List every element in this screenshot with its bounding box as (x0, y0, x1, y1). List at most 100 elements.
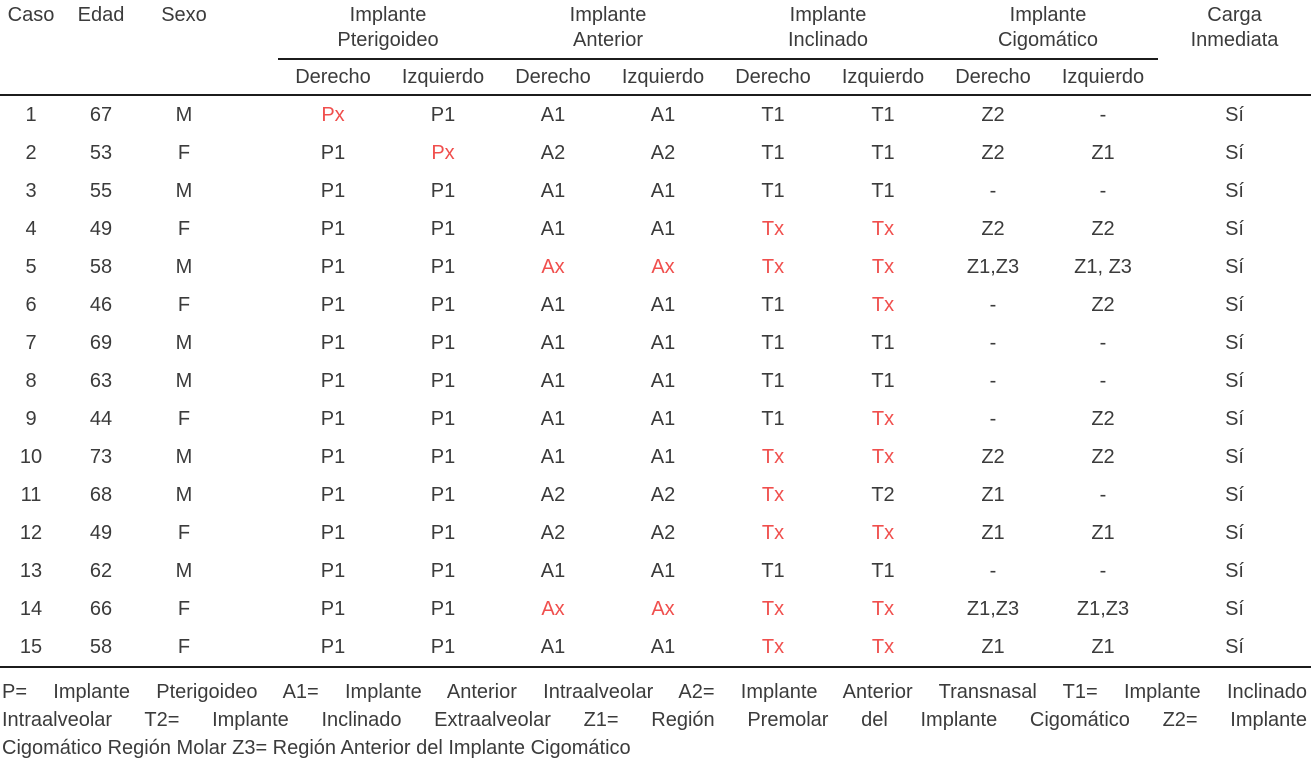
cell-pterigoideo-izquierdo: P1 (430, 407, 456, 430)
cell-sexo: F (177, 141, 191, 164)
cell-inclinado-derecho: T1 (761, 559, 785, 582)
cell-anterior-derecho: A1 (540, 217, 566, 240)
cell-inclinado-izquierdo: T2 (871, 483, 895, 506)
cell-pterigoideo-izquierdo: P1 (430, 331, 456, 354)
cell-inclinado-izquierdo: T1 (871, 331, 895, 354)
subheader-anterior-derecho: Derecho (498, 59, 608, 96)
cell-anterior-izquierdo: Ax (651, 255, 675, 278)
cell-carga-inmediata: Sí (1225, 407, 1244, 430)
cell-sexo: M (175, 255, 193, 278)
cell-carga-inmediata: Sí (1225, 331, 1244, 354)
cell-carga-inmediata: Sí (1225, 255, 1244, 278)
column-header-sexo: Sexo (140, 0, 278, 96)
cell-caso: 12 (19, 521, 43, 544)
cell-pterigoideo-derecho: P1 (320, 293, 346, 316)
cell-inclinado-derecho: Tx (718, 628, 828, 668)
cell-inclinado-izquierdo: Tx (871, 293, 895, 316)
cell-anterior-izquierdo: A1 (650, 331, 676, 354)
cell-cigomatico-izquierdo: Z1,Z3 (1076, 597, 1130, 620)
cell-cigomatico-derecho: Z2 (981, 103, 1005, 126)
cell-cigomatico-derecho: Z1 (938, 628, 1048, 668)
subheader-inclinado-izquierdo: Izquierdo (828, 59, 938, 96)
cell-edad: 62 (89, 559, 113, 582)
cell-pterigoideo-derecho: P1 (278, 628, 388, 668)
table-row: 14 66 F P1 P1 Ax Ax Tx Tx Z1,Z3 Z1,Z3 Sí (0, 590, 1311, 628)
cell-pterigoideo-izquierdo: P1 (430, 445, 456, 468)
cell-cigomatico-derecho: - (989, 179, 997, 202)
cell-anterior-derecho: A1 (540, 369, 566, 392)
column-header-carga-inmediata: Carga Inmediata (1158, 0, 1311, 96)
cell-anterior-derecho: A1 (540, 445, 566, 468)
cell-pterigoideo-derecho: Px (321, 103, 345, 126)
cell-anterior-izquierdo: A1 (608, 628, 718, 668)
cell-anterior-derecho: A2 (540, 141, 566, 164)
cell-inclinado-derecho: T1 (761, 141, 785, 164)
cell-pterigoideo-derecho: P1 (320, 141, 346, 164)
cell-edad: 68 (89, 483, 113, 506)
cell-edad: 73 (89, 445, 113, 468)
cell-caso: 15 (0, 628, 62, 668)
cell-cigomatico-derecho: Z1 (981, 521, 1005, 544)
cell-carga-inmediata: Sí (1225, 559, 1244, 582)
cell-inclinado-izquierdo: Tx (871, 255, 895, 278)
cell-inclinado-izquierdo: Tx (871, 597, 895, 620)
cell-inclinado-izquierdo: T1 (871, 141, 895, 164)
cell-pterigoideo-izquierdo: P1 (430, 217, 456, 240)
cell-anterior-derecho: Ax (541, 255, 565, 278)
cell-pterigoideo-izquierdo: P1 (430, 521, 456, 544)
cell-cigomatico-izquierdo: - (1099, 331, 1107, 354)
cell-pterigoideo-izquierdo: P1 (430, 179, 456, 202)
cell-pterigoideo-izquierdo: P1 (430, 559, 456, 582)
cell-caso: 11 (20, 483, 42, 506)
cell-pterigoideo-derecho: P1 (320, 217, 346, 240)
cell-inclinado-derecho: T1 (761, 407, 785, 430)
column-header-edad: Edad (62, 0, 140, 96)
cell-sexo: F (177, 597, 191, 620)
cell-carga-inmediata: Sí (1225, 141, 1244, 164)
cell-edad: 58 (62, 628, 140, 668)
cell-cigomatico-izquierdo: - (1099, 103, 1107, 126)
table-row: 8 63 M P1 P1 A1 A1 T1 T1 - - Sí (0, 362, 1311, 400)
cell-carga-inmediata: Sí (1225, 597, 1244, 620)
cell-cigomatico-derecho: Z2 (981, 141, 1005, 164)
cell-cigomatico-izquierdo: Z2 (1091, 293, 1115, 316)
cell-cigomatico-izquierdo: - (1099, 179, 1107, 202)
cell-edad: 55 (89, 179, 113, 202)
cell-sexo: M (175, 559, 193, 582)
implant-cases-table: Caso Edad Sexo Implante Pterigoideo Impla… (0, 0, 1311, 668)
table-row: 6 46 F P1 P1 A1 A1 T1 Tx - Z2 Sí (0, 286, 1311, 324)
cell-pterigoideo-izquierdo: P1 (388, 628, 498, 668)
cell-caso: 2 (25, 141, 37, 164)
footnote-line: Cigomático Región Molar Z3= Región Anter… (2, 737, 631, 759)
cell-inclinado-izquierdo: T1 (871, 103, 895, 126)
cell-sexo: M (175, 369, 193, 392)
table-row: 2 53 F P1 Px A2 A2 T1 T1 Z2 Z1 Sí (0, 134, 1311, 172)
cell-inclinado-izquierdo: T1 (871, 369, 895, 392)
table-row: 1 67 M Px P1 A1 A1 T1 T1 Z2 - Sí (0, 95, 1311, 134)
cell-caso: 13 (19, 559, 43, 582)
cell-carga-inmediata: Sí (1158, 628, 1311, 668)
table-row: 13 62 M P1 P1 A1 A1 T1 T1 - - Sí (0, 552, 1311, 590)
cell-caso: 7 (25, 331, 37, 354)
cell-cigomatico-izquierdo: Z1, Z3 (1074, 255, 1132, 278)
cell-edad: 58 (89, 255, 113, 278)
cell-pterigoideo-derecho: P1 (320, 521, 346, 544)
footnote-line: Intraalveolar T2= Implante Inclinado Ext… (2, 709, 1307, 731)
cell-carga-inmediata: Sí (1225, 369, 1244, 392)
cell-caso: 5 (25, 255, 37, 278)
cell-inclinado-derecho: T1 (761, 331, 785, 354)
cell-anterior-derecho: A1 (540, 559, 566, 582)
cell-sexo: M (175, 445, 193, 468)
table-header: Caso Edad Sexo Implante Pterigoideo Impla… (0, 0, 1311, 96)
cell-pterigoideo-izquierdo: P1 (430, 103, 456, 126)
cell-inclinado-izquierdo: Tx (828, 628, 938, 668)
cell-anterior-izquierdo: A1 (650, 445, 676, 468)
cell-cigomatico-izquierdo: - (1099, 369, 1107, 392)
cell-caso: 1 (25, 103, 37, 126)
cell-carga-inmediata: Sí (1225, 179, 1244, 202)
subheader-cigomatico-derecho: Derecho (938, 59, 1048, 96)
cell-anterior-derecho: A1 (498, 628, 608, 668)
cell-anterior-derecho: A2 (540, 521, 566, 544)
cell-inclinado-izquierdo: T1 (871, 179, 895, 202)
cell-sexo: M (175, 179, 193, 202)
